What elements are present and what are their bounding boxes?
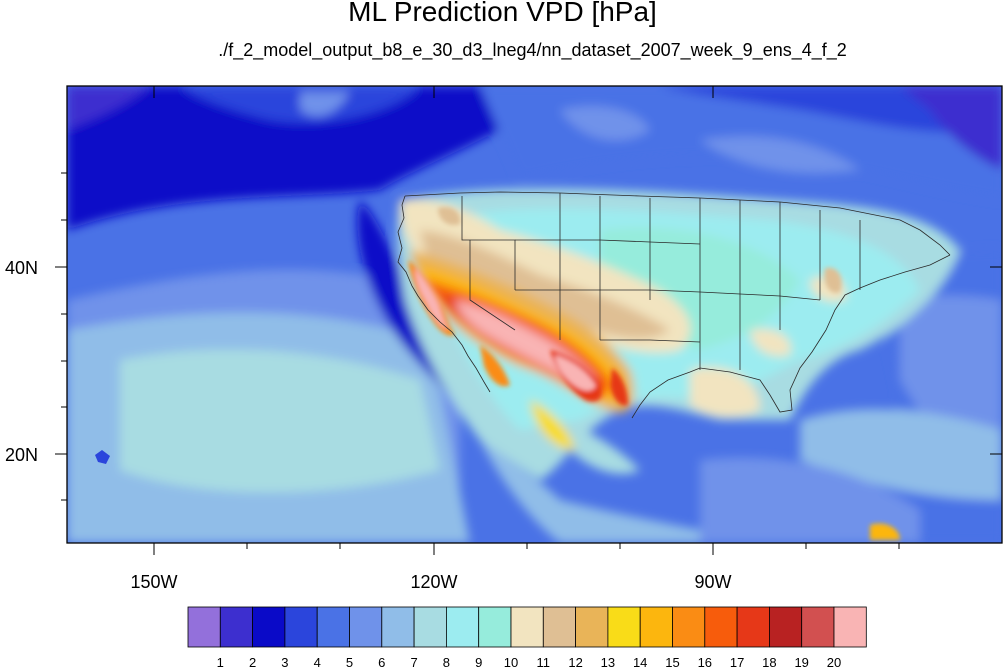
lon-label-150w: 150W xyxy=(130,572,177,592)
map-title: ML Prediction VPD [hPa] xyxy=(348,0,657,27)
colorbar-swatch xyxy=(672,606,706,648)
lat-label-40n: 40N xyxy=(5,258,38,278)
colorbar-label: 5 xyxy=(346,655,353,670)
colorbar-swatch xyxy=(704,606,738,648)
boundary-lines xyxy=(397,191,951,419)
colorbar-swatch xyxy=(413,606,447,648)
colorbar-swatch xyxy=(349,606,383,648)
colorbar-swatch xyxy=(187,606,221,648)
colorbar-swatch xyxy=(252,606,286,648)
colorbar-swatch xyxy=(575,606,609,648)
colorbar-swatch xyxy=(607,606,641,648)
colorbar-swatch xyxy=(736,606,770,648)
colorbar-label: 12 xyxy=(568,655,582,670)
colorbar-label: 8 xyxy=(443,655,450,670)
colorbar-label: 13 xyxy=(601,655,615,670)
colorbar-label: 14 xyxy=(633,655,647,670)
colorbar-swatch xyxy=(833,606,867,648)
map-field xyxy=(67,86,1002,543)
colorbar-swatch xyxy=(381,606,415,648)
colorbar-label: 6 xyxy=(378,655,385,670)
colorbar-label: 20 xyxy=(827,655,841,670)
colorbar-label: 7 xyxy=(410,655,417,670)
colorbar-swatch xyxy=(219,606,254,648)
axis-ticks xyxy=(55,86,1002,555)
colorbar-swatch xyxy=(801,606,835,648)
colorbar-label: 19 xyxy=(794,655,808,670)
colorbar-swatch xyxy=(510,606,544,648)
colorbar-swatch xyxy=(284,606,318,648)
colorbar-label: 1 xyxy=(217,655,224,670)
colorbar-label: 15 xyxy=(665,655,679,670)
lon-label-120w: 120W xyxy=(410,572,457,592)
colorbar-label: 16 xyxy=(698,655,712,670)
colorbar-swatch xyxy=(542,606,576,648)
colorbar-label: 9 xyxy=(475,655,482,670)
colorbar-label: 17 xyxy=(730,655,744,670)
colorbar: 1 2 3 4 5 6 7 8 9 10 11 12 13 14 15 16 17 18 19 20 xyxy=(187,606,867,670)
lat-label-20n: 20N xyxy=(5,445,38,465)
map-subtitle: ./f_2_model_output_b8_e_30_d3_lneg4/nn_d… xyxy=(218,40,847,60)
colorbar-label: 18 xyxy=(762,655,776,670)
colorbar-swatch xyxy=(769,606,803,648)
lon-label-90w: 90W xyxy=(694,572,731,592)
colorbar-swatch xyxy=(445,606,480,648)
colorbar-swatch xyxy=(478,606,512,648)
colorbar-label: 11 xyxy=(537,655,551,670)
colorbar-label: 10 xyxy=(504,655,518,670)
colorbar-label: 2 xyxy=(249,655,256,670)
colorbar-label: 4 xyxy=(314,655,321,670)
colorbar-swatch xyxy=(639,606,673,648)
colorbar-swatch xyxy=(316,606,350,648)
colorbar-label: 3 xyxy=(281,655,288,670)
